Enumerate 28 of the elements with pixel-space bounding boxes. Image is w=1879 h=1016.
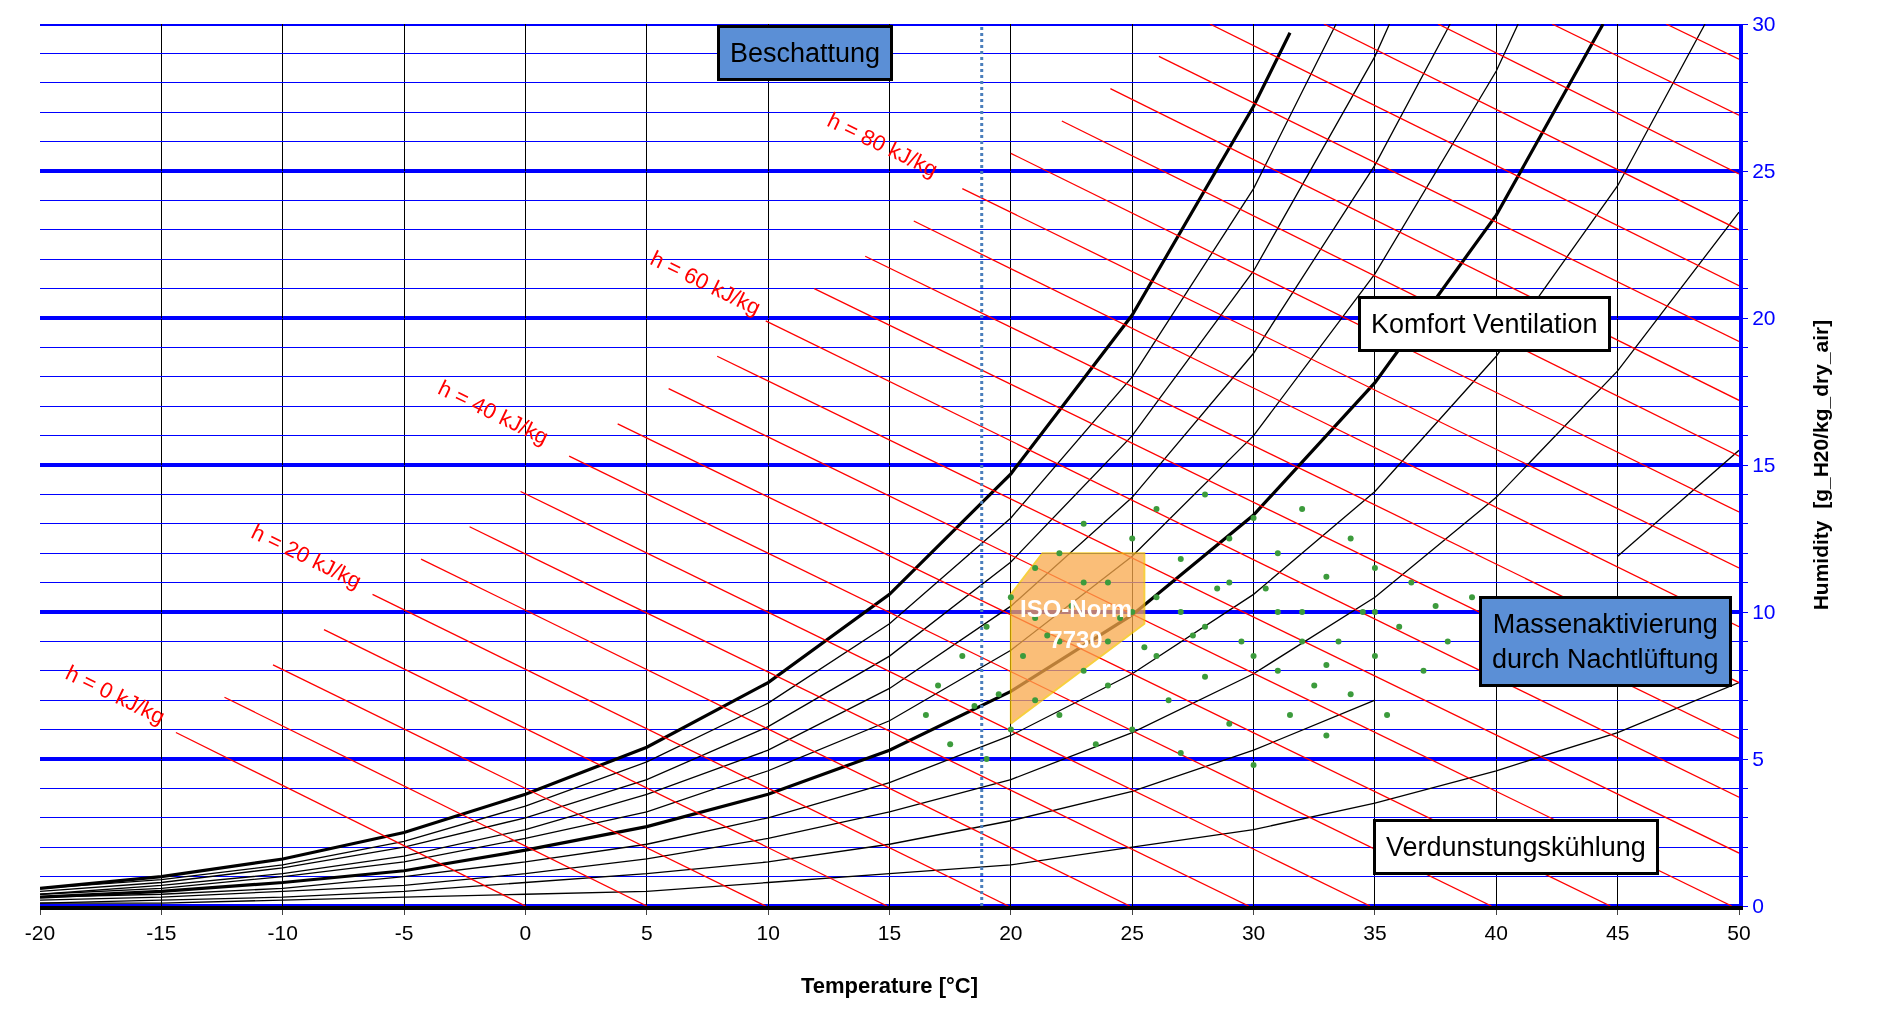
x-tick-label: 35 bbox=[1363, 921, 1387, 945]
annotation: Komfort Ventilation bbox=[1371, 309, 1598, 339]
x-tick-label: 30 bbox=[1241, 921, 1266, 945]
x-axis-title: Temperature [°C] bbox=[800, 972, 979, 998]
y-tick-label: 25 bbox=[1752, 159, 1776, 183]
y-tick-label: 10 bbox=[1752, 600, 1776, 624]
x-tick-label: -20 bbox=[24, 921, 56, 945]
x-tick-label: 20 bbox=[999, 921, 1023, 945]
x-tick-label: 50 bbox=[1727, 921, 1751, 945]
x-tick-label: -10 bbox=[267, 921, 298, 945]
x-tick-label: -15 bbox=[146, 921, 177, 945]
x-tick-label: 15 bbox=[877, 921, 902, 945]
annotation: Beschattung bbox=[730, 38, 881, 68]
annotation: Verdunstungskühlung bbox=[1386, 832, 1646, 862]
y-tick-label: 20 bbox=[1752, 306, 1776, 330]
y-tick-label: 0 bbox=[1752, 894, 1764, 918]
y-tick-label: 30 bbox=[1752, 12, 1776, 36]
x-tick-label: 25 bbox=[1120, 921, 1144, 945]
y-tick-label: 15 bbox=[1752, 453, 1776, 477]
x-tick-label: 40 bbox=[1484, 921, 1508, 945]
x-tick-label: 0 bbox=[519, 921, 532, 945]
y-axis-title: Humidity [g_H20/kg_dry_air] bbox=[1809, 319, 1833, 611]
annotation: Massenaktivierung durch Nachtlüftung bbox=[1492, 609, 1719, 675]
x-tick-label: -5 bbox=[394, 921, 414, 945]
y-tick-label: 5 bbox=[1752, 747, 1764, 771]
x-tick-label: 45 bbox=[1605, 921, 1630, 945]
x-tick-label: 5 bbox=[640, 921, 653, 945]
x-tick-label: 10 bbox=[756, 921, 780, 945]
